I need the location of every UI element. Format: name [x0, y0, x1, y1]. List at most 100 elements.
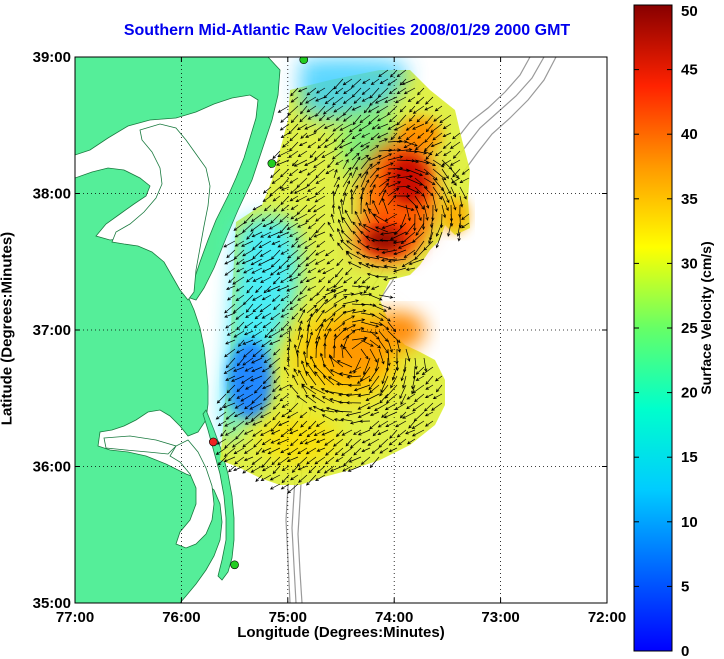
velocity-vector [352, 114, 362, 126]
velocity-vector [441, 195, 449, 212]
velocity-vector [335, 429, 344, 437]
velocity-vector [269, 474, 281, 481]
velocity-vector [288, 267, 299, 279]
velocity-vector [353, 429, 362, 435]
velocity-vector [358, 262, 371, 269]
velocity-vector [224, 429, 236, 436]
velocity-vector [360, 163, 373, 179]
velocity-vector [335, 87, 344, 95]
velocity-vector [235, 312, 245, 320]
velocity-vector [367, 438, 380, 446]
velocity-vector [281, 474, 290, 484]
velocity-vector [270, 258, 281, 268]
velocity-vector [359, 419, 371, 423]
velocity-vector [243, 330, 254, 336]
velocity-vector [360, 456, 371, 465]
velocity-vector [236, 267, 245, 273]
velocity-vector [269, 483, 281, 490]
velocity-vector [300, 420, 308, 428]
velocity-vector [324, 295, 337, 305]
velocity-vector [268, 222, 281, 230]
velocity-vector [378, 330, 389, 342]
velocity-vector [353, 447, 362, 456]
velocity-vector [296, 395, 308, 404]
velocity-vector [369, 330, 380, 340]
velocity-vector [223, 240, 236, 248]
velocity-vector [305, 276, 317, 282]
velocity-vector [262, 321, 272, 329]
velocity-vector [342, 172, 352, 188]
velocity-vector [306, 362, 317, 377]
velocity-vector [408, 114, 416, 122]
velocity-vector [232, 303, 245, 314]
velocity-vector [389, 429, 398, 439]
velocity-vector [315, 318, 326, 332]
velocity-vector [294, 213, 308, 221]
velocity-vector [384, 402, 398, 411]
velocity-vector [425, 150, 434, 160]
velocity-vector [338, 393, 353, 397]
velocity-vector [304, 240, 317, 250]
velocity-vector [289, 294, 299, 305]
velocity-vector [383, 264, 398, 269]
velocity-vector [244, 402, 254, 410]
velocity-vector [417, 132, 425, 139]
velocity-vector [385, 420, 398, 428]
velocity-vector [306, 323, 311, 341]
velocity-vector [387, 155, 404, 161]
velocity-vector [360, 330, 379, 335]
velocity-vector [403, 141, 416, 149]
velocity-vector [346, 375, 362, 379]
velocity-vector [252, 276, 263, 282]
velocity-vector [297, 334, 304, 350]
y-tick-label: 39:00 [33, 49, 71, 66]
velocity-vector [273, 375, 281, 384]
velocity-vector [435, 222, 443, 237]
velocity-vector [297, 465, 308, 471]
velocity-vector [263, 393, 272, 401]
velocity-vector [408, 258, 425, 266]
velocity-vector [311, 394, 326, 404]
velocity-vector [318, 276, 326, 283]
land [75, 57, 281, 603]
station-marker [299, 57, 309, 65]
velocity-vector [323, 342, 327, 359]
velocity-vector [378, 312, 391, 322]
velocity-vector [432, 132, 443, 141]
velocity-vector [435, 231, 443, 249]
velocity-vector [242, 438, 254, 448]
velocity-vector [250, 213, 263, 222]
velocity-vector [289, 384, 299, 395]
velocity-vector [351, 105, 362, 111]
velocity-vector [251, 267, 263, 274]
velocity-vector [315, 105, 326, 117]
velocity-vector [343, 276, 353, 284]
velocity-vector [259, 303, 272, 313]
velocity-vector [238, 339, 245, 347]
velocity-vector [369, 348, 378, 363]
velocity-vector [385, 393, 398, 404]
velocity-vector [299, 105, 308, 115]
y-tick-label: 38:00 [33, 186, 71, 203]
velocity-vector [224, 420, 236, 427]
velocity-vector [360, 145, 370, 152]
velocity-vector [449, 159, 461, 166]
velocity-vector [378, 153, 393, 161]
velocity-vector [353, 276, 362, 285]
velocity-vector [363, 208, 371, 224]
velocity-vector [333, 409, 353, 413]
velocity-vector [450, 177, 461, 184]
velocity-vector [413, 213, 417, 232]
velocity-vector [379, 384, 389, 397]
velocity-vector [287, 105, 299, 116]
velocity-vector [314, 150, 326, 161]
velocity-vector [345, 401, 362, 405]
velocity-vector [381, 222, 398, 229]
velocity-vector [441, 177, 451, 195]
velocity-vector [394, 222, 407, 236]
velocity-vector [380, 375, 389, 394]
velocity-vector [272, 150, 281, 160]
velocity-vector [288, 276, 299, 282]
velocity-vector [305, 132, 317, 138]
velocity-vector [369, 87, 380, 99]
